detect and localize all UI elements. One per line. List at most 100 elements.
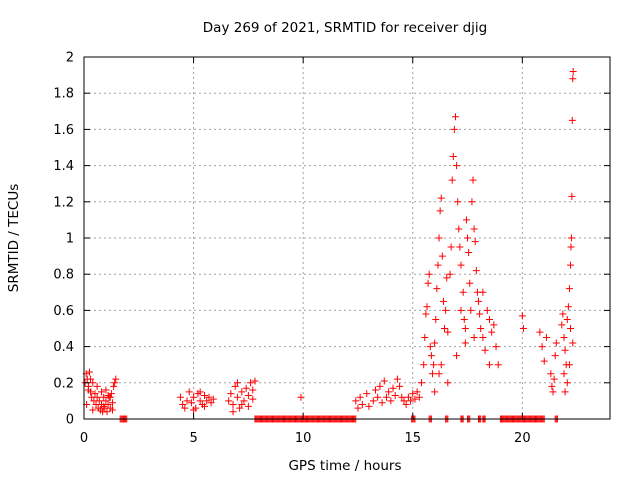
data-point — [87, 375, 95, 383]
data-point — [538, 343, 546, 351]
data-point — [563, 379, 571, 387]
data-point — [102, 397, 110, 405]
data-point — [453, 352, 461, 360]
data-point — [550, 375, 558, 383]
data-point — [84, 386, 92, 394]
data-point — [376, 382, 384, 390]
data-point — [443, 274, 451, 282]
data-point — [297, 393, 305, 401]
data-point — [387, 397, 395, 405]
data-point — [356, 393, 364, 401]
data-point — [104, 391, 112, 399]
data-point — [183, 397, 191, 405]
data-point — [444, 379, 452, 387]
data-point — [201, 391, 209, 399]
y-tick-label: 0.6 — [53, 304, 74, 319]
data-point — [446, 270, 454, 278]
data-point — [398, 393, 406, 401]
data-point — [363, 390, 371, 398]
data-point — [469, 176, 477, 184]
data-point — [100, 402, 108, 410]
data-point — [561, 346, 569, 354]
data-point — [225, 397, 233, 405]
data-point — [559, 310, 567, 318]
y-tick-label: 1.4 — [53, 159, 74, 174]
x-tick-label: 15 — [404, 431, 421, 446]
data-point — [176, 393, 184, 401]
data-point — [468, 198, 476, 206]
data-point — [464, 234, 472, 242]
data-point — [438, 252, 446, 260]
data-point — [374, 393, 382, 401]
y-tick-label: 0 — [66, 413, 74, 428]
y-axis-label: SRMTID / TECUs — [6, 184, 22, 292]
data-point — [369, 397, 377, 405]
x-tick-label: 5 — [189, 431, 197, 446]
x-axis-label: GPS time / hours — [288, 458, 401, 474]
data-point — [430, 361, 438, 369]
data-point — [475, 297, 482, 305]
data-point — [227, 390, 235, 398]
data-point — [420, 361, 428, 369]
data-point — [431, 388, 439, 396]
data-point — [470, 225, 478, 233]
y-tick-label: 0.2 — [53, 376, 74, 391]
data-point — [85, 368, 93, 376]
data-points — [81, 67, 577, 423]
data-point — [240, 397, 248, 405]
data-point — [391, 391, 399, 399]
data-point — [110, 382, 118, 390]
data-point — [536, 328, 544, 336]
data-point — [209, 395, 217, 403]
data-point — [238, 388, 246, 396]
data-point — [437, 361, 445, 369]
axis-ticks: 00.20.40.60.811.21.41.61.820 5 10 15 20 — [53, 51, 610, 446]
data-point — [471, 238, 479, 246]
y-tick-label: 0.4 — [53, 340, 74, 355]
data-point — [479, 334, 487, 342]
data-point — [400, 397, 408, 405]
data-point — [389, 384, 397, 392]
data-point — [561, 388, 569, 396]
data-point — [435, 234, 443, 242]
data-point — [231, 382, 239, 390]
data-point — [378, 399, 386, 407]
data-point — [108, 399, 116, 407]
data-point — [472, 267, 480, 275]
data-point — [426, 343, 434, 351]
data-point — [249, 395, 257, 403]
data-point — [565, 285, 573, 293]
data-point — [568, 192, 576, 200]
data-point — [413, 388, 421, 396]
y-tick-label: 1 — [66, 232, 74, 247]
x-tick-label: 0 — [80, 431, 88, 446]
data-point — [519, 325, 527, 332]
data-point — [233, 393, 241, 401]
grid-lines — [84, 57, 610, 419]
data-point — [453, 162, 461, 170]
data-point — [396, 382, 404, 390]
data-point — [185, 388, 193, 396]
data-point — [421, 334, 429, 342]
data-point — [456, 243, 464, 251]
data-point — [442, 306, 450, 314]
data-point — [244, 402, 252, 410]
data-point — [470, 334, 478, 342]
data-point — [485, 361, 493, 369]
data-point — [552, 339, 560, 347]
data-point — [451, 113, 459, 121]
data-point — [422, 310, 430, 318]
data-point — [460, 315, 468, 323]
data-point — [236, 404, 244, 412]
data-point — [424, 279, 432, 287]
data-point — [457, 306, 465, 314]
data-point — [91, 390, 99, 398]
data-point — [409, 390, 417, 398]
data-point — [455, 225, 463, 233]
data-point — [467, 306, 475, 314]
data-point — [551, 352, 559, 360]
data-point — [549, 388, 557, 396]
data-point — [238, 401, 246, 409]
data-point — [181, 404, 189, 412]
data-point — [441, 325, 449, 332]
